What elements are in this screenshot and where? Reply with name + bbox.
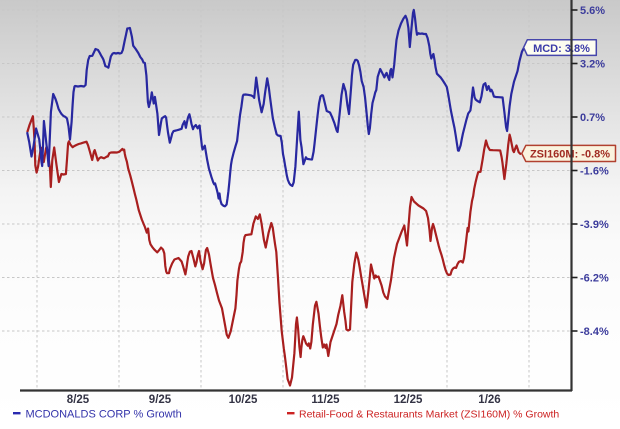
svg-text:12/25: 12/25 <box>394 394 423 406</box>
svg-text:MCD: 3.8%: MCD: 3.8% <box>533 43 590 55</box>
svg-text:-3.9%: -3.9% <box>580 219 609 231</box>
svg-text:MCDONALDS CORP % Growth: MCDONALDS CORP % Growth <box>26 409 182 421</box>
svg-text:1/26: 1/26 <box>478 394 500 406</box>
svg-text:8/25: 8/25 <box>67 394 90 406</box>
svg-text:3.2%: 3.2% <box>580 59 605 71</box>
svg-text:9/25: 9/25 <box>149 394 172 406</box>
svg-text:5.6%: 5.6% <box>580 5 605 17</box>
svg-text:Retail-Food & Restaurants Mark: Retail-Food & Restaurants Market (ZSI160… <box>299 409 559 421</box>
svg-text:-8.4%: -8.4% <box>580 326 609 338</box>
svg-text:-1.6%: -1.6% <box>580 166 609 178</box>
svg-text:0.7%: 0.7% <box>580 112 605 124</box>
svg-text:-6.2%: -6.2% <box>580 273 609 285</box>
svg-text:11/25: 11/25 <box>311 394 340 406</box>
svg-text:10/25: 10/25 <box>229 394 258 406</box>
svg-text:ZSI160M: -0.8%: ZSI160M: -0.8% <box>530 148 610 160</box>
